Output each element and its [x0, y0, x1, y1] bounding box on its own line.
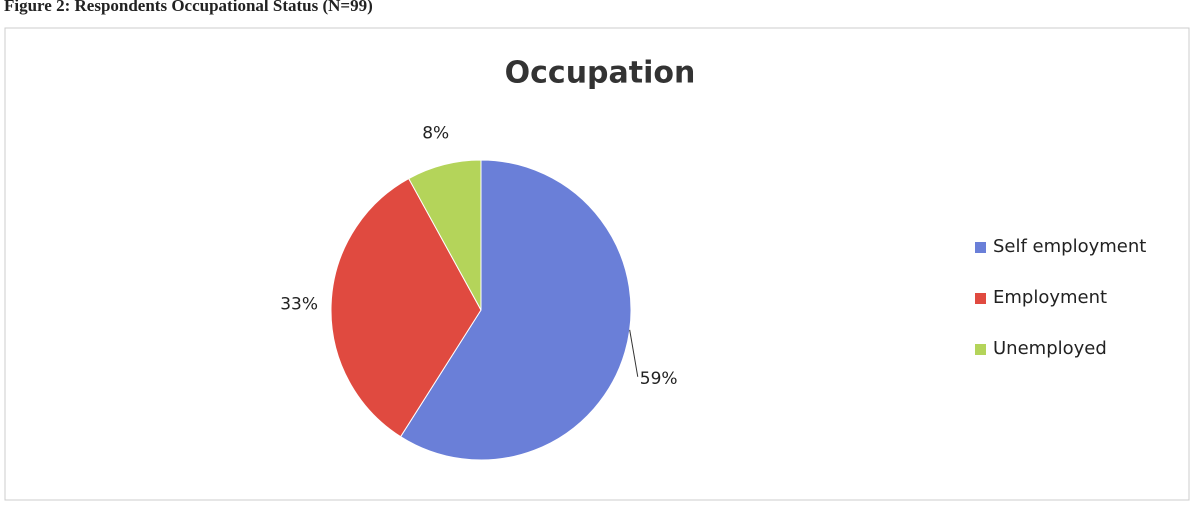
pie-slice: [399, 159, 632, 461]
caption: Figure 2: Respondents Occupational Statu…: [4, 0, 373, 15]
legend-label: Self employment: [993, 236, 1146, 257]
pie-slice: [408, 159, 482, 311]
data-label: 33%: [280, 294, 318, 314]
legend-swatch: [975, 344, 986, 355]
leader-line: [629, 329, 639, 377]
data-label: 59%: [640, 369, 678, 389]
pie-slice: [330, 177, 482, 438]
legend-label: Unemployed: [993, 338, 1107, 359]
chart-title: Occupation: [505, 56, 696, 91]
legend-label: Employment: [993, 287, 1107, 308]
legend-swatch: [975, 242, 986, 253]
legend-swatch: [975, 293, 986, 304]
data-label: 8%: [422, 124, 449, 144]
